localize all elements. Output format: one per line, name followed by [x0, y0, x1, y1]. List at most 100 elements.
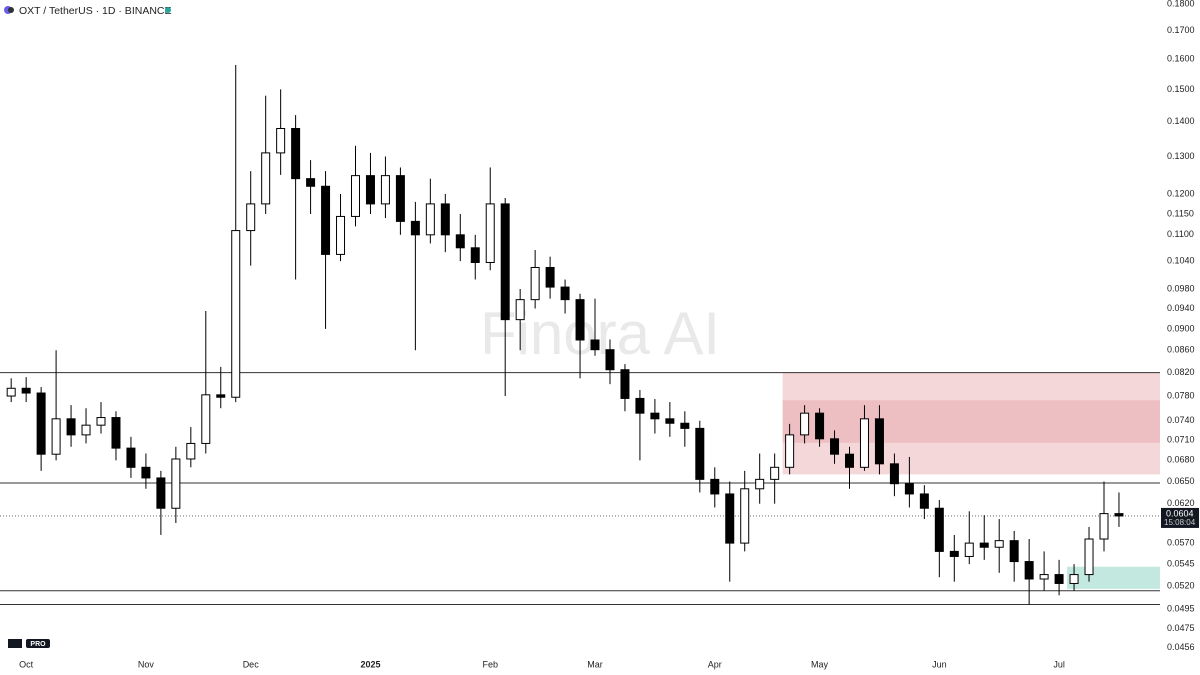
- zone: [782, 400, 1160, 443]
- candle-body: [21, 387, 31, 394]
- y-tick-label: 0.0475: [1167, 623, 1195, 633]
- candle-body: [1099, 513, 1109, 540]
- candle-body: [1039, 574, 1049, 580]
- candle-body: [830, 438, 840, 455]
- y-tick-label: 0.0520: [1167, 581, 1195, 591]
- y-tick-label: 0.1400: [1167, 116, 1195, 126]
- candle-body: [201, 394, 211, 444]
- candle-body: [845, 453, 855, 468]
- x-tick-label: Apr: [708, 659, 722, 669]
- y-tick-label: 0.1500: [1167, 84, 1195, 94]
- candle-body: [470, 247, 480, 263]
- candle-body: [350, 175, 360, 217]
- candle-body: [650, 412, 660, 420]
- candle-body: [785, 434, 795, 468]
- candle-body: [410, 220, 420, 236]
- candle-body: [620, 369, 630, 399]
- x-tick-label: Jun: [932, 659, 947, 669]
- candle-body: [530, 266, 540, 301]
- candle-body: [695, 427, 705, 480]
- y-tick-label: 0.0900: [1167, 323, 1195, 333]
- y-tick-label: 0.0456: [1167, 642, 1195, 652]
- candle-body: [336, 215, 346, 255]
- tv-logo: PRO: [8, 639, 50, 648]
- y-tick-label: 0.0570: [1167, 537, 1195, 547]
- y-tick-label: 0.0980: [1167, 283, 1195, 293]
- candle-body: [216, 394, 226, 398]
- y-tick-label: 0.0710: [1167, 434, 1195, 444]
- candle-body: [246, 203, 256, 232]
- candle-body: [904, 483, 914, 495]
- candle-body: [994, 540, 1004, 548]
- candle-body: [96, 417, 106, 426]
- candle-body: [545, 266, 555, 288]
- y-tick-label: 0.0860: [1167, 345, 1195, 355]
- x-tick-label: May: [811, 659, 829, 669]
- logo-text: PRO: [30, 641, 46, 648]
- status-dot: [165, 7, 171, 13]
- candle-body: [171, 458, 181, 509]
- candle-body: [156, 477, 166, 509]
- zone: [1067, 566, 1160, 589]
- candle-body: [1069, 574, 1079, 584]
- candle-body: [1084, 538, 1094, 576]
- y-tick-label: 0.0680: [1167, 455, 1195, 465]
- candle-body: [934, 507, 944, 552]
- current-price-label: 0.0604: [1166, 508, 1194, 518]
- candle-body: [515, 299, 525, 321]
- x-tick-label: Mar: [587, 659, 603, 669]
- y-tick-label: 0.1600: [1167, 53, 1195, 63]
- candle-body: [770, 466, 780, 480]
- candle-body: [186, 442, 196, 460]
- candle-body: [66, 418, 76, 436]
- candle-body: [874, 418, 884, 465]
- candle-body: [500, 203, 510, 321]
- chart-title: OXT / TetherUS · 1D · BINANCE: [19, 5, 172, 17]
- candle-body: [590, 339, 600, 351]
- candle-body: [440, 203, 450, 236]
- candle-body: [755, 478, 765, 490]
- y-tick-label: 0.1150: [1167, 208, 1194, 218]
- candle-body: [859, 418, 869, 468]
- candle-body: [815, 412, 825, 440]
- candle-body: [710, 478, 720, 495]
- candle-body: [560, 286, 570, 301]
- candle-body: [306, 178, 316, 187]
- candle-body: [126, 447, 136, 468]
- candle-body: [51, 418, 61, 455]
- candle-body: [889, 463, 899, 485]
- candle-body: [141, 466, 151, 479]
- candle-body: [365, 175, 375, 205]
- y-tick-label: 0.1040: [1167, 256, 1195, 266]
- candle-body: [36, 392, 46, 455]
- x-tick-label: Oct: [19, 659, 34, 669]
- logo-badge: [26, 639, 50, 648]
- y-tick-label: 0.0620: [1167, 498, 1195, 508]
- y-tick-label: 0.1200: [1167, 188, 1195, 198]
- candle-body: [6, 387, 16, 397]
- candle-body: [81, 424, 91, 436]
- candle-body: [485, 203, 495, 263]
- candle-body: [949, 550, 959, 557]
- x-tick-label: Nov: [138, 659, 155, 669]
- candle-body: [964, 542, 974, 557]
- x-tick-label: Feb: [482, 659, 498, 669]
- price-tag: [1161, 507, 1199, 528]
- candle-body: [1114, 513, 1124, 517]
- candle-body: [425, 203, 435, 236]
- y-tick-label: 0.0940: [1167, 303, 1195, 313]
- y-tick-label: 0.1100: [1167, 229, 1194, 239]
- candle-body: [321, 185, 331, 255]
- candle-body: [231, 230, 241, 398]
- y-tick-label: 0.1300: [1167, 151, 1195, 161]
- x-tick-label: Dec: [243, 659, 260, 669]
- y-tick-label: 0.1800: [1167, 0, 1195, 8]
- y-tick-label: 0.0650: [1167, 476, 1195, 486]
- candle-body: [111, 417, 121, 449]
- candle-body: [380, 175, 390, 205]
- logo-mark: [8, 639, 22, 648]
- candle-body: [800, 412, 810, 436]
- candle-body: [979, 542, 989, 548]
- candle-body: [919, 493, 929, 509]
